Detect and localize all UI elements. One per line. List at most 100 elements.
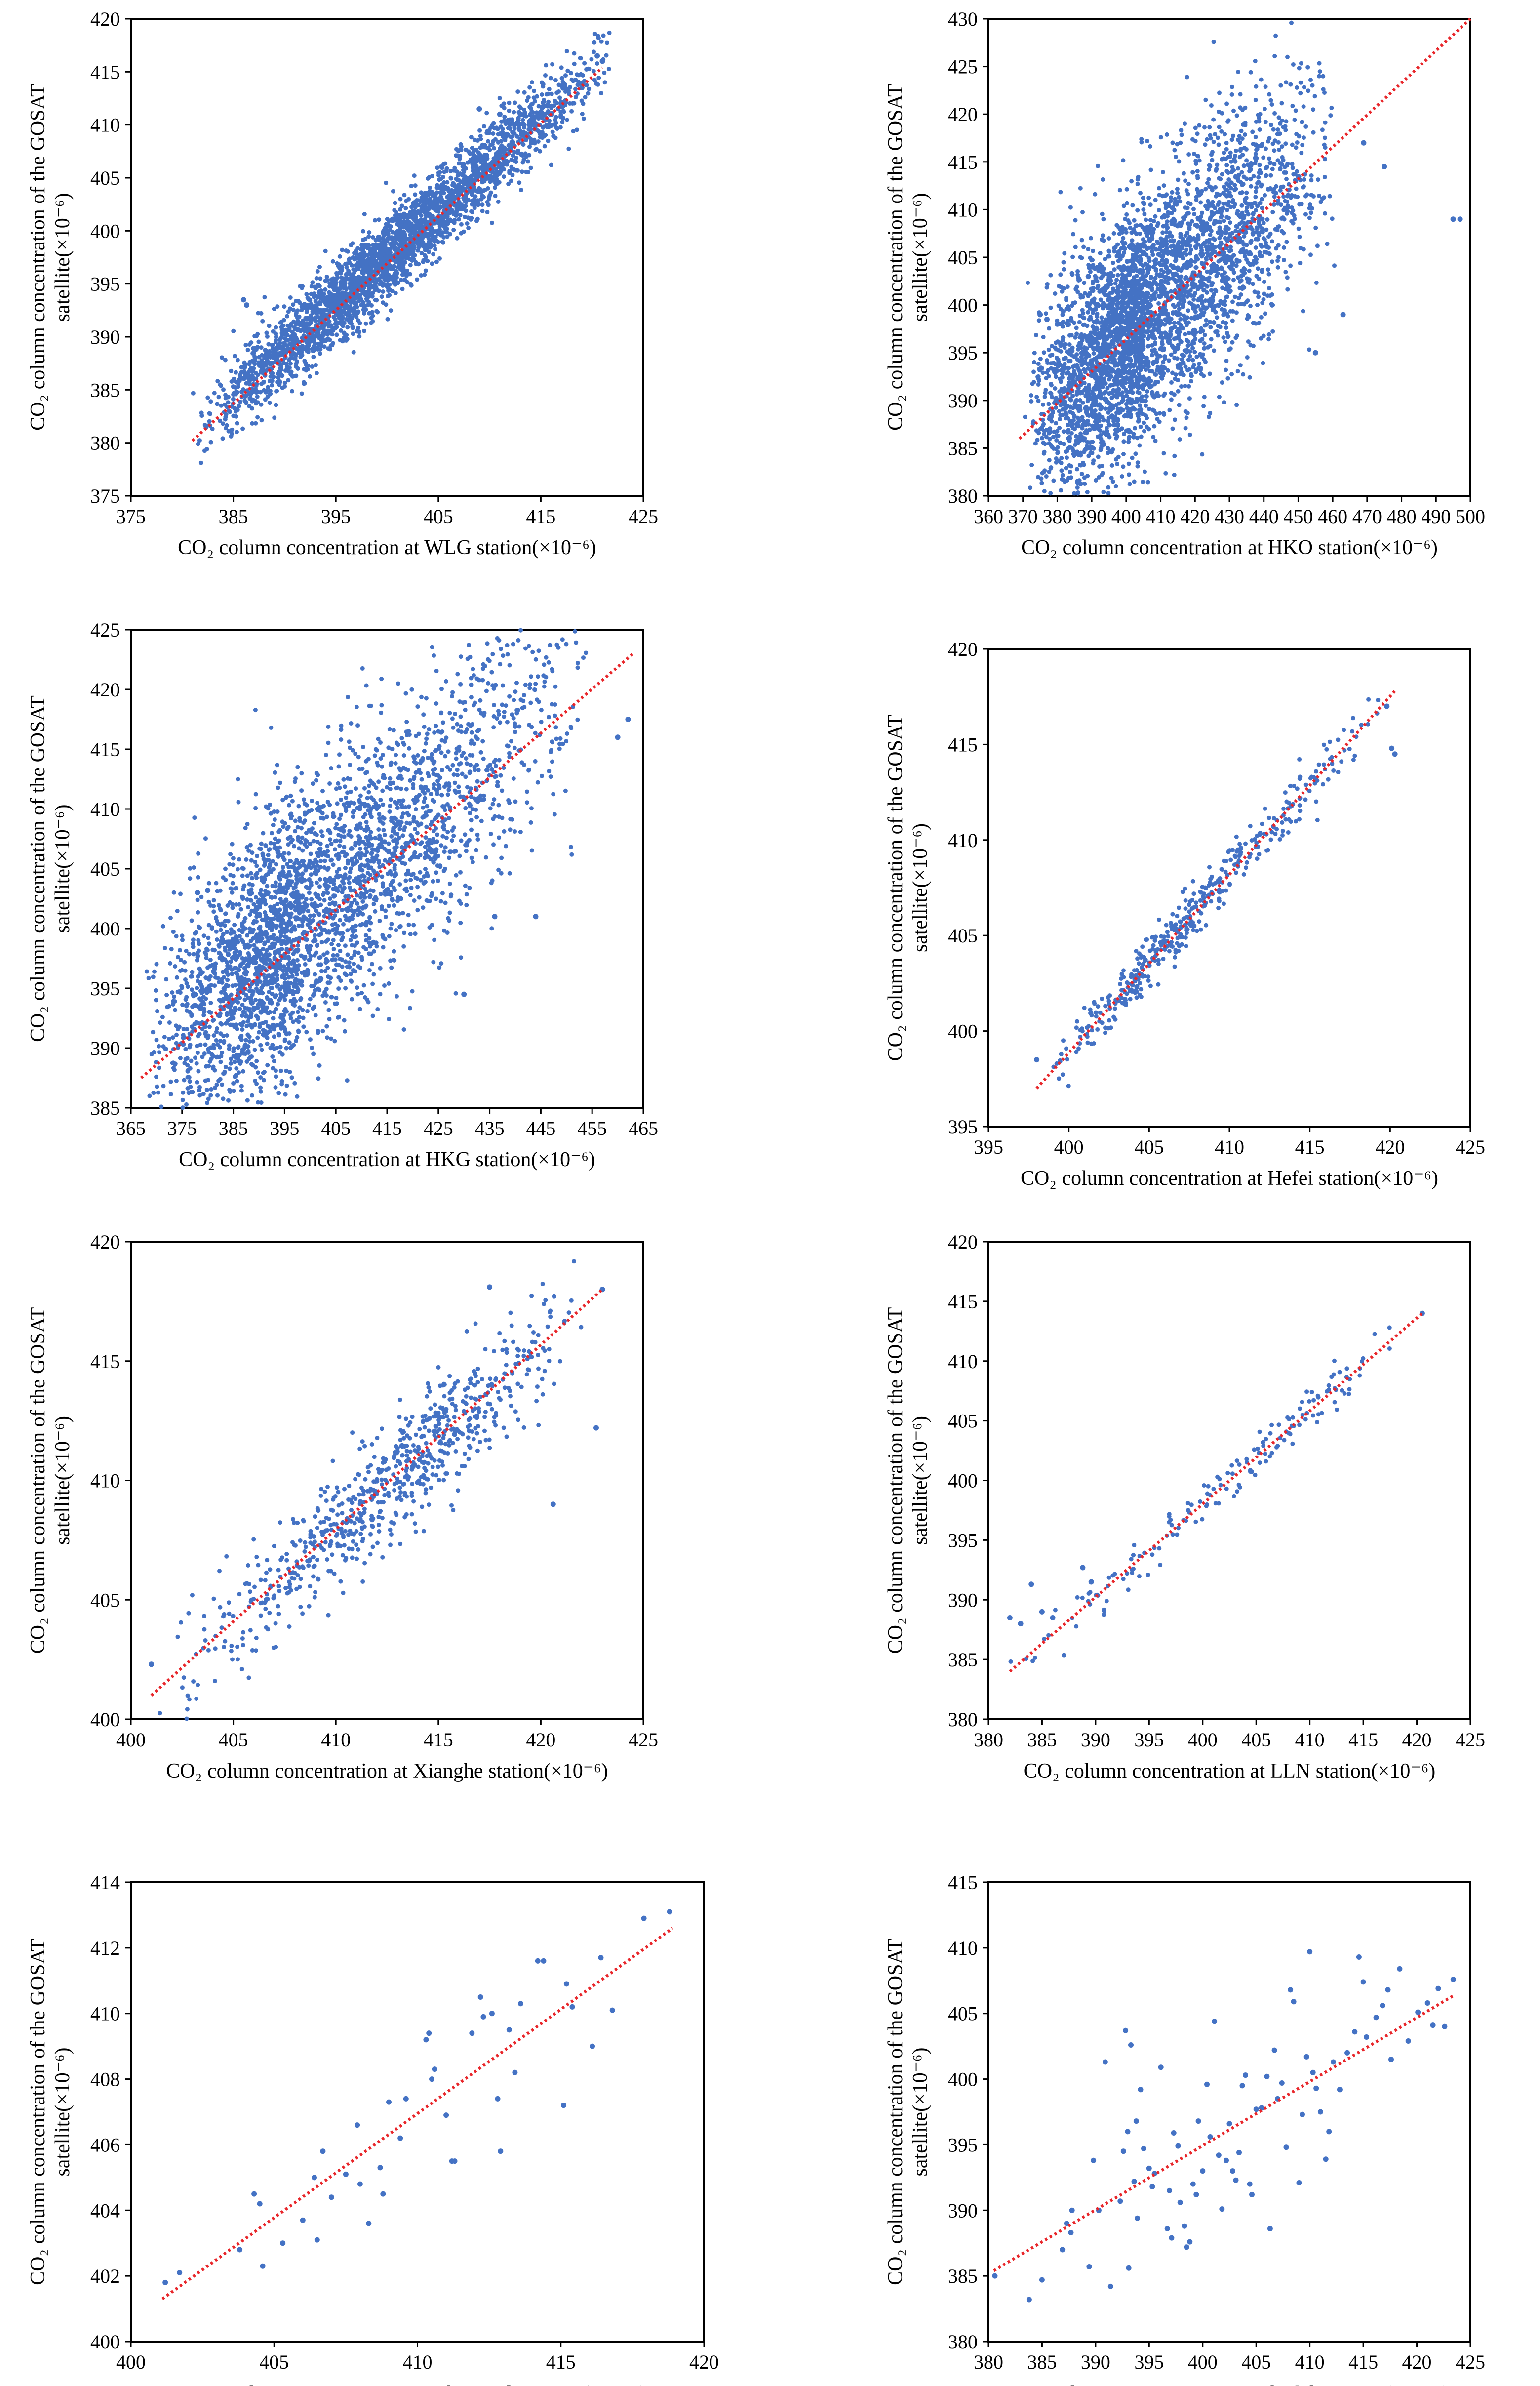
data-point	[441, 235, 446, 240]
data-point	[532, 88, 537, 93]
data-point	[197, 438, 202, 443]
data-point	[370, 319, 375, 324]
data-point	[1202, 395, 1207, 400]
data-point	[574, 127, 579, 132]
data-point	[1232, 294, 1237, 299]
data-point	[373, 218, 377, 223]
data-point	[259, 345, 264, 350]
data-point	[263, 397, 268, 402]
data-point	[420, 236, 425, 241]
data-point	[284, 314, 289, 319]
data-point	[385, 273, 390, 278]
data-point	[388, 266, 393, 271]
data-point	[493, 194, 498, 199]
data-point	[578, 56, 583, 61]
data-point	[1263, 193, 1267, 198]
y-axis-title-unit: satellite(×10⁻⁶)	[51, 193, 74, 322]
data-point	[275, 353, 280, 358]
data-point	[560, 120, 565, 124]
data-point	[413, 217, 418, 222]
data-point	[438, 204, 443, 209]
data-point	[1253, 189, 1258, 194]
data-point	[295, 318, 300, 323]
data-point	[1036, 362, 1041, 366]
data-point	[566, 146, 571, 151]
data-point	[247, 404, 252, 409]
data-point	[431, 252, 436, 257]
y-tick-label: 415	[948, 151, 978, 173]
data-point	[252, 334, 257, 338]
data-point	[549, 162, 553, 167]
data-point	[1169, 380, 1174, 385]
data-point	[423, 255, 428, 260]
data-point	[330, 304, 335, 308]
data-point	[1277, 147, 1282, 152]
data-point	[1284, 119, 1289, 124]
data-point	[331, 276, 336, 281]
data-point	[367, 311, 372, 316]
data-point	[526, 170, 531, 174]
data-point	[1311, 130, 1316, 135]
data-point	[1203, 97, 1208, 102]
data-point	[470, 192, 474, 197]
data-point	[221, 387, 226, 392]
data-point	[362, 311, 367, 316]
data-point	[1119, 268, 1124, 273]
data-point	[1038, 357, 1043, 362]
data-point	[602, 80, 607, 85]
data-point	[456, 217, 461, 222]
data-point	[411, 208, 415, 213]
data-point	[1187, 396, 1192, 401]
data-point	[378, 250, 383, 255]
data-point	[311, 355, 316, 360]
data-point	[346, 269, 351, 274]
data-point	[1170, 140, 1175, 145]
data-point	[308, 374, 312, 379]
data-point	[242, 360, 247, 365]
data-point	[1145, 480, 1150, 485]
data-point	[311, 294, 316, 299]
data-point	[425, 200, 430, 205]
data-point	[1233, 148, 1238, 153]
data-point	[212, 391, 217, 396]
data-point	[523, 130, 528, 135]
data-point	[233, 385, 237, 390]
data-point	[473, 163, 478, 168]
data-point	[1157, 411, 1162, 416]
data-point	[239, 370, 244, 375]
data-point	[258, 390, 263, 395]
data-point	[226, 400, 231, 405]
data-point	[1224, 163, 1229, 168]
data-point	[288, 295, 293, 300]
data-point	[370, 235, 375, 240]
data-point	[1183, 426, 1188, 431]
data-point	[1130, 455, 1135, 460]
data-point	[1113, 484, 1118, 488]
data-point	[375, 310, 380, 315]
data-point	[245, 348, 250, 353]
data-point	[455, 236, 460, 241]
data-point	[244, 302, 250, 308]
data-point	[398, 207, 402, 212]
data-point	[277, 379, 282, 384]
data-point	[1029, 463, 1034, 467]
data-point	[1315, 243, 1320, 248]
data-point	[313, 363, 318, 367]
data-point	[226, 429, 231, 434]
data-point	[403, 206, 408, 211]
data-point	[533, 147, 538, 152]
data-point	[330, 343, 335, 348]
data-point	[359, 247, 363, 252]
x-tick-label: 375	[116, 505, 146, 527]
data-point	[366, 300, 371, 305]
data-point	[529, 141, 534, 146]
data-point	[447, 232, 452, 237]
data-point	[519, 152, 523, 157]
data-point	[1047, 441, 1052, 446]
data-point	[323, 278, 328, 283]
data-point	[244, 401, 249, 405]
data-point	[274, 334, 278, 339]
data-point	[474, 172, 478, 177]
data-point	[1284, 170, 1288, 175]
data-point	[355, 305, 359, 310]
